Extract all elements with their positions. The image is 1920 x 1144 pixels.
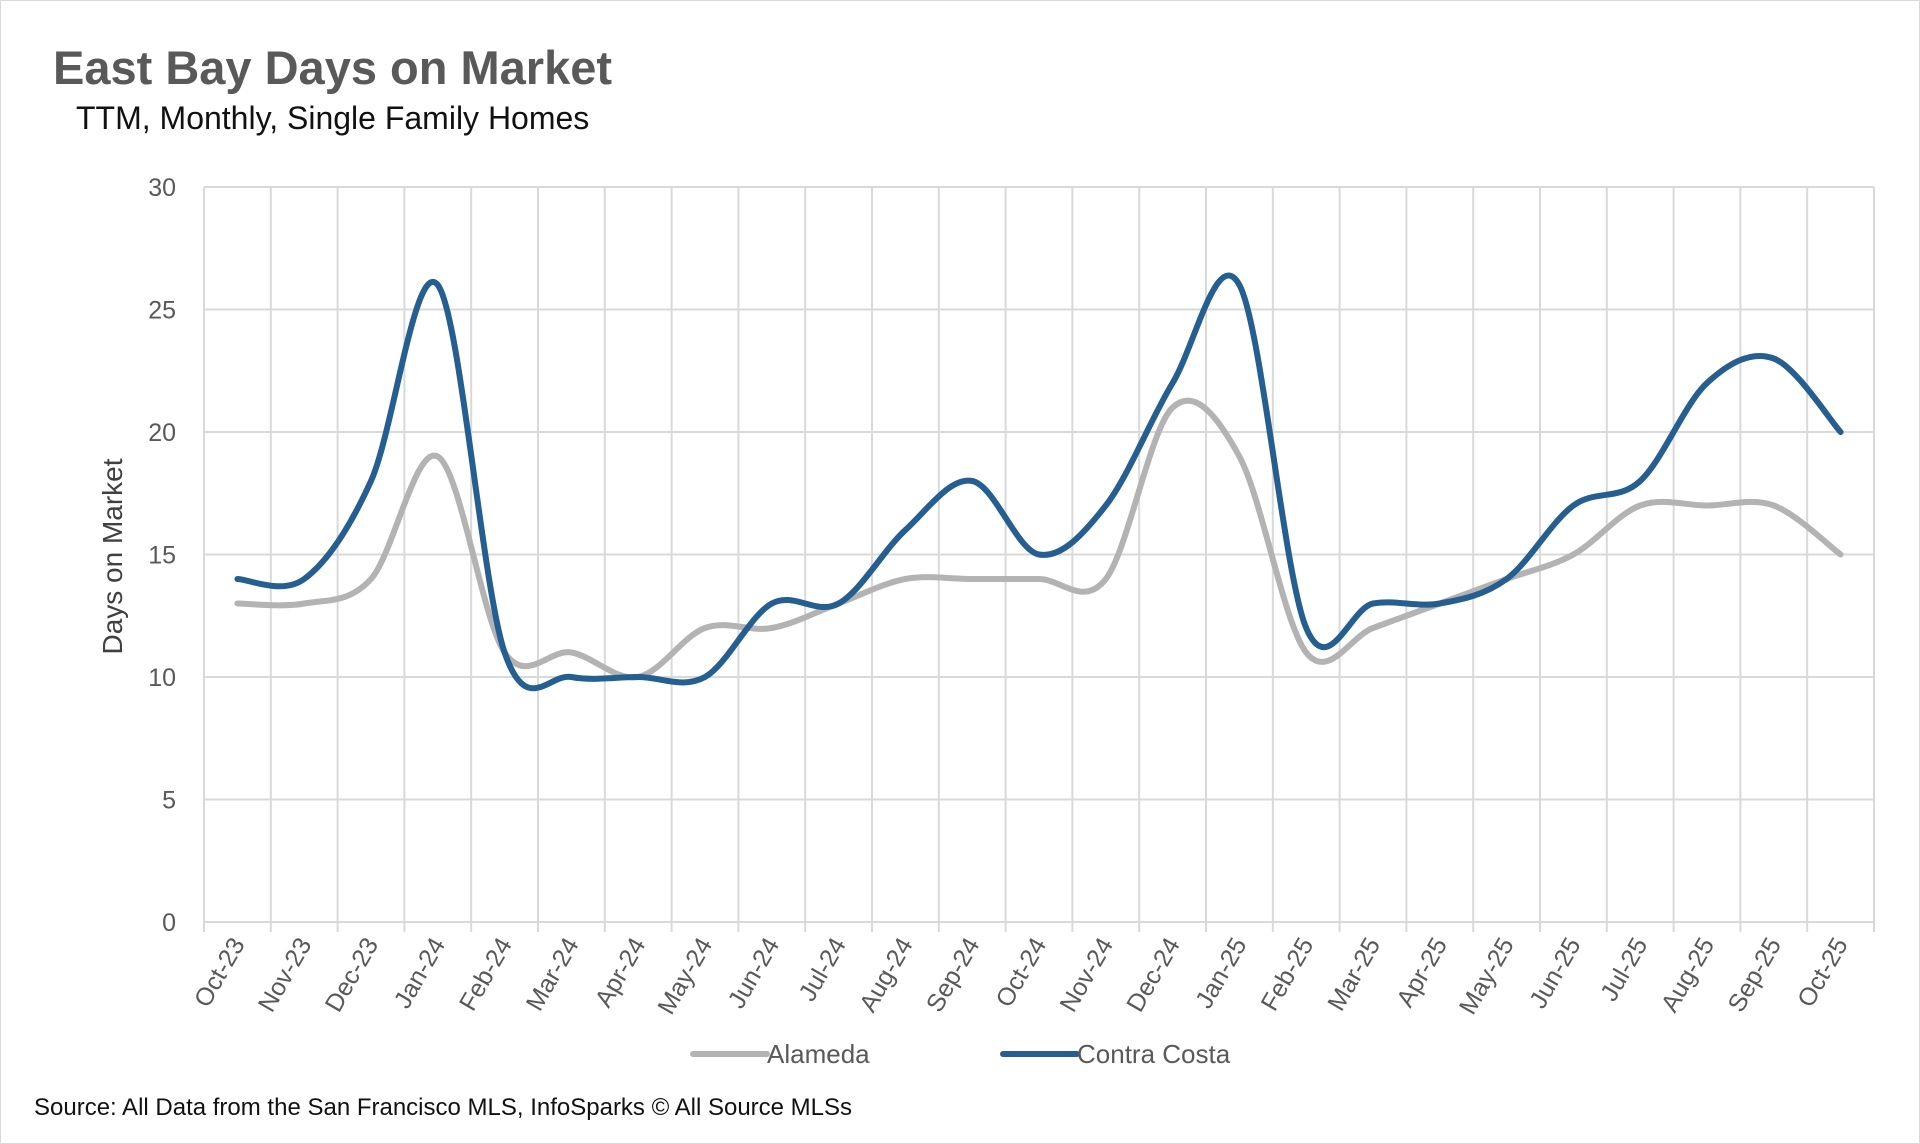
x-tick-label: May-24 (652, 933, 718, 1019)
y-tick-label: 15 (148, 542, 176, 570)
x-tick-label: Oct-25 (1792, 933, 1854, 1012)
y-tick-label: 10 (148, 664, 176, 692)
x-tick-label: Aug-24 (854, 933, 919, 1017)
x-tick-label: Apr-25 (1391, 933, 1453, 1012)
legend-label: Alameda (767, 1039, 870, 1069)
x-tick-label: Jul-25 (1595, 933, 1653, 1006)
y-axis-label: Days on Market (97, 458, 128, 654)
x-tick-label: Jan-24 (389, 933, 452, 1013)
x-tick-label: Jan-25 (1190, 933, 1252, 1013)
chart-subtitle: TTM, Monthly, Single Family Homes (76, 100, 590, 136)
y-tick-label: 20 (148, 419, 176, 447)
x-tick-label: Aug-25 (1656, 933, 1721, 1017)
source-note: Source: All Data from the San Francisco … (34, 1094, 853, 1121)
x-tick-label: Oct-23 (189, 933, 251, 1012)
x-tick-label: Nov-24 (1054, 933, 1119, 1017)
y-tick-label: 5 (162, 787, 176, 815)
series-line-alameda (234, 397, 1844, 681)
x-tick-label: Nov-23 (253, 933, 318, 1017)
x-tick-label: Feb-24 (454, 933, 518, 1016)
x-tick-label: Dec-23 (320, 933, 385, 1017)
x-tick-label: Mar-24 (521, 933, 585, 1016)
y-tick-label: 30 (148, 174, 176, 202)
x-tick-label: Apr-24 (590, 933, 652, 1012)
x-tick-label: Jun-25 (1524, 933, 1586, 1013)
x-tick-label: Sep-25 (1722, 933, 1787, 1017)
legend-label: Contra Costa (1077, 1039, 1231, 1069)
chart-title: East Bay Days on Market (53, 41, 613, 94)
y-tick-label: 0 (162, 909, 176, 937)
x-tick-label: Jul-24 (794, 933, 852, 1006)
x-tick-label: Jun-24 (723, 933, 786, 1013)
x-tick-label: Feb-25 (1256, 933, 1320, 1016)
x-tick-label: Mar-25 (1322, 933, 1386, 1016)
x-tick-label: Sep-24 (921, 933, 986, 1017)
x-tick-label: May-25 (1454, 933, 1520, 1019)
series-line-contra-costa (234, 272, 1844, 692)
x-tick-label: Oct-24 (990, 933, 1052, 1012)
y-tick-label: 25 (148, 297, 176, 325)
x-tick-label: Dec-24 (1121, 933, 1186, 1017)
